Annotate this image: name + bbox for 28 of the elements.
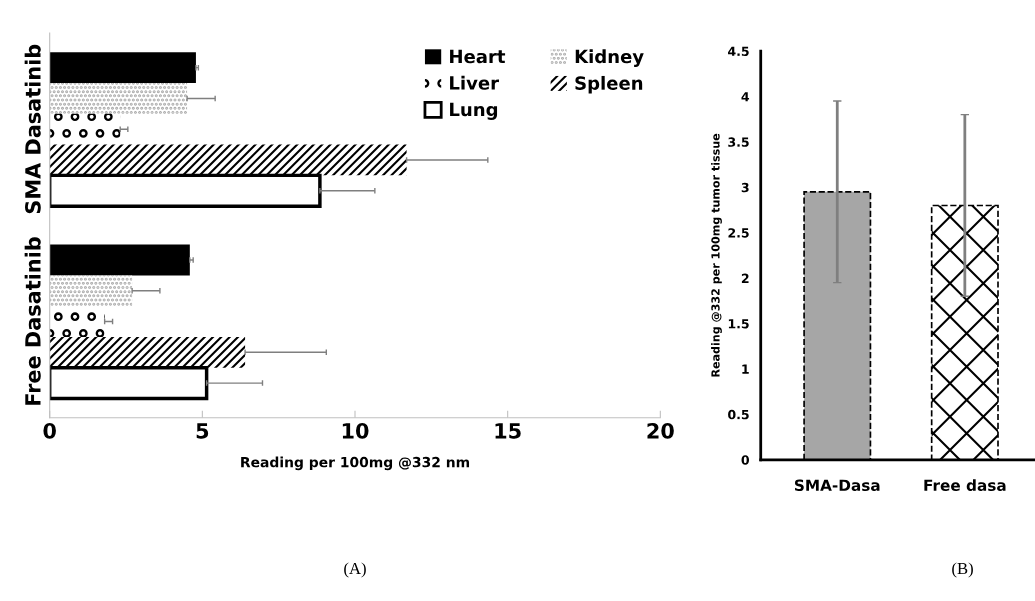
- y-tick-label: 0: [741, 455, 750, 465]
- x-axis-title: Reading per 100mg @332 nm: [241, 456, 470, 471]
- y-tick-label: 4.5: [728, 46, 749, 57]
- y-tick-label: 2.5: [728, 228, 749, 238]
- legend-label: Liver: [450, 75, 499, 90]
- y-tick-label: 1.5: [728, 319, 749, 329]
- x-tick-label: 20: [647, 422, 674, 439]
- x-tick-label: 5: [196, 423, 209, 439]
- y-tick-label: 2: [741, 273, 749, 283]
- y-tick-label: 3.5: [728, 137, 749, 147]
- legend-label: Heart: [450, 49, 506, 64]
- y-tick-label: Free Dasatinib: [24, 237, 41, 405]
- y-tick-label: 1: [742, 364, 749, 374]
- x-tick-label: 10: [342, 422, 369, 439]
- text: (A): [344, 562, 366, 578]
- legend-label: Kidney: [575, 49, 644, 67]
- y-tick-label: 0.5: [728, 409, 749, 420]
- legend-label: Spleen: [575, 75, 643, 94]
- y-axis-title: Reading @332 per 100mg tumor tissue: [711, 133, 722, 377]
- x-tick-label: 15: [495, 423, 521, 439]
- text: (B): [952, 562, 973, 578]
- x-tick-label: SMA-Dasa: [794, 479, 880, 492]
- y-tick-label: 4: [741, 92, 750, 102]
- y-tick-label: 3: [741, 182, 749, 193]
- y-tick-label: SMA Dasatinib: [24, 44, 41, 214]
- x-tick-label: 0: [43, 422, 56, 439]
- x-tick-label: Free dasa: [924, 479, 1006, 492]
- legend-label: Lung: [450, 102, 498, 120]
